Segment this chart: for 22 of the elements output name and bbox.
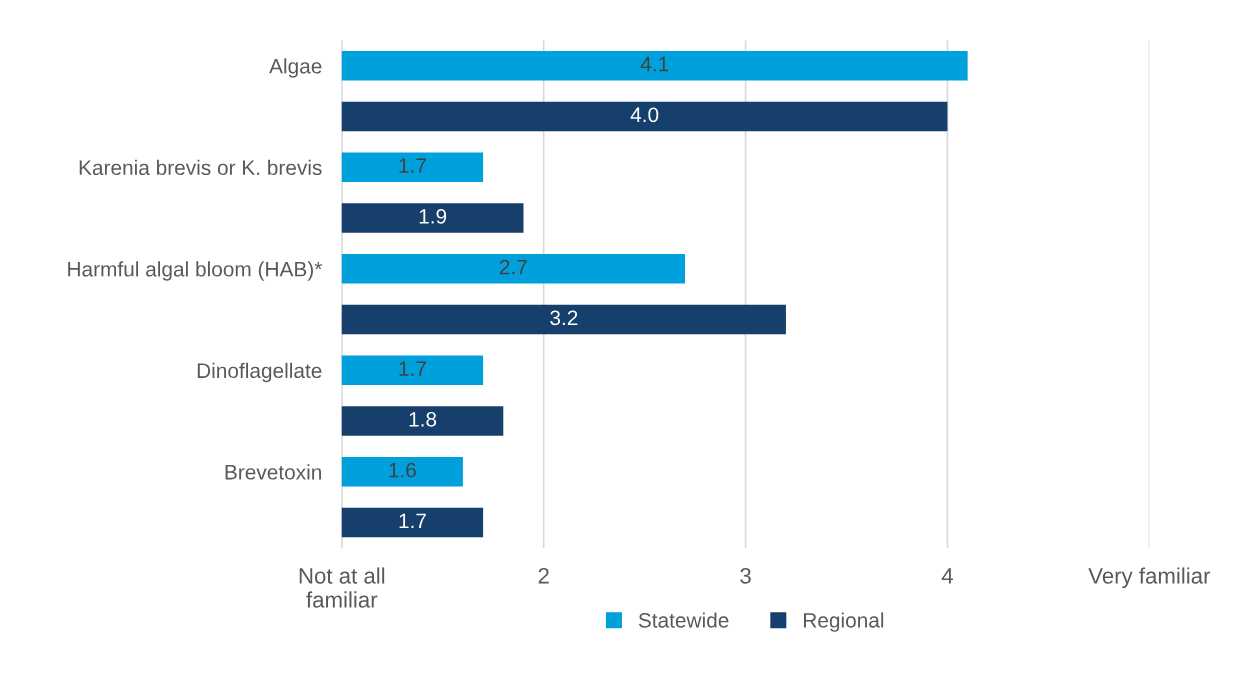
- y-tick-label: Algae: [269, 58, 322, 78]
- data-label: 4.0: [630, 107, 659, 123]
- y-tick-label: Dinoflagellate: [197, 362, 322, 383]
- data-label: 3.2: [550, 310, 578, 326]
- x-tick-label: 4: [941, 568, 953, 584]
- y-tick-label: Karenia brevis or K. brevis: [79, 159, 322, 176]
- data-label: 1.7: [399, 158, 426, 173]
- data-label: 1.8: [409, 411, 437, 427]
- data-label: 2.7: [499, 259, 527, 275]
- x-tick-label: Very familiar: [1088, 567, 1211, 589]
- data-label: 1.7: [399, 361, 426, 376]
- y-tick-label: Brevetoxin: [225, 464, 321, 480]
- legend-label: Regional: [803, 612, 884, 632]
- x-tick-label: Not at all familiar: [299, 567, 385, 608]
- x-tick-label: 2: [538, 567, 549, 584]
- y-tick-label: Harmful algal bloom (HAB)*: [68, 261, 323, 281]
- x-tick-label: 3: [740, 567, 751, 584]
- data-label: 1.7: [399, 513, 426, 528]
- legend-label: Statewide: [638, 612, 729, 628]
- data-label: 1.9: [419, 208, 447, 224]
- data-label: 1.6: [389, 462, 416, 478]
- data-label: 4.1: [640, 56, 669, 72]
